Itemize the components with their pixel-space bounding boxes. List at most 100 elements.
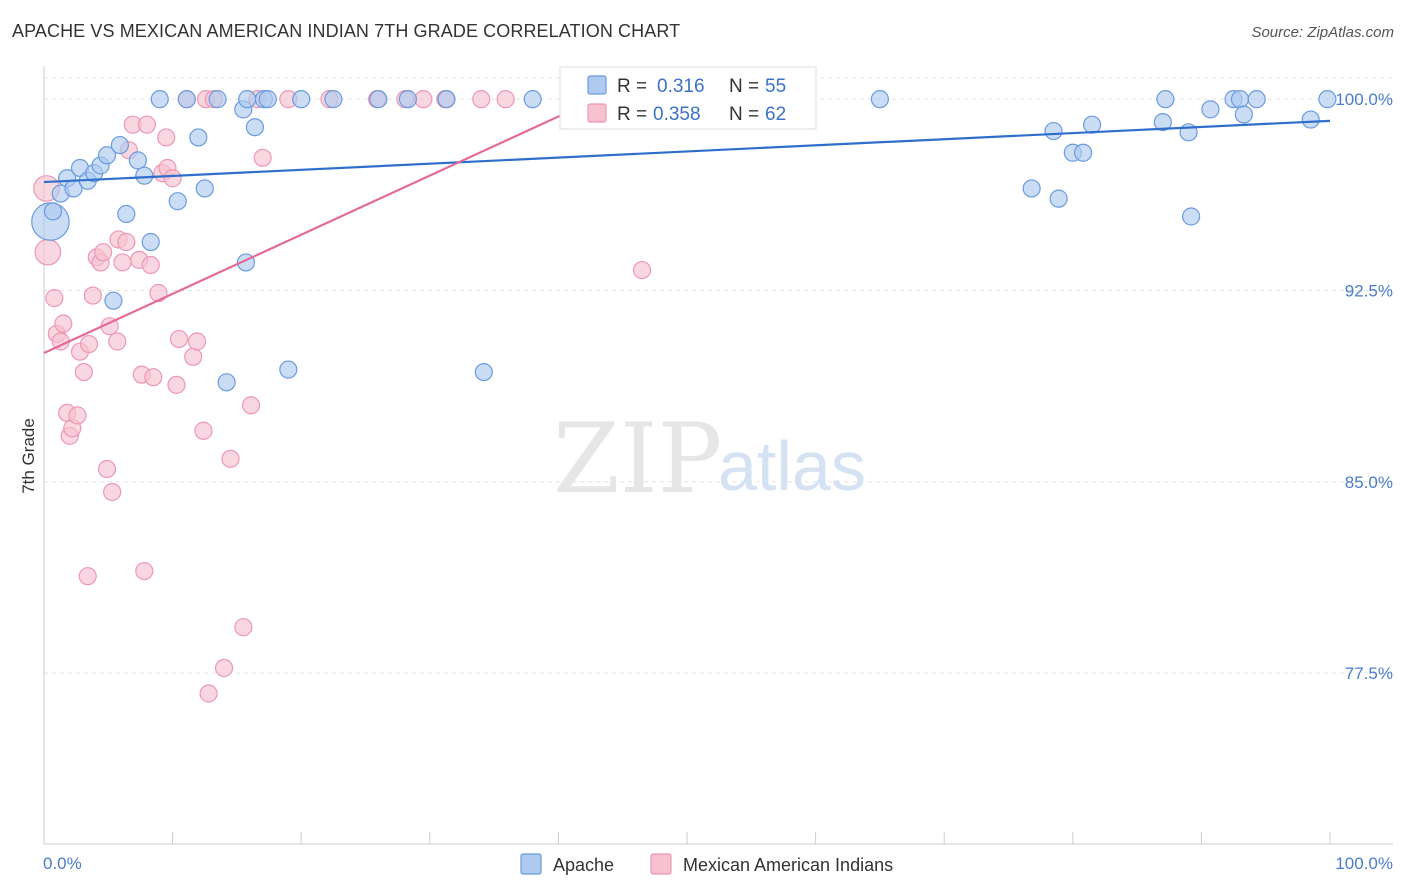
legend-apache-r-label: R = bbox=[617, 76, 647, 97]
apache-trend-line bbox=[43, 119, 1331, 184]
y-tick-label-2: 85.0% bbox=[1345, 473, 1393, 492]
apache-point-11 bbox=[117, 204, 136, 224]
mexican-point-11 bbox=[74, 362, 93, 382]
legend-mexican-n-label: N = bbox=[729, 104, 759, 125]
apache-point-53 bbox=[1301, 110, 1320, 129]
legend-apache-n-value: 55 bbox=[765, 76, 786, 97]
apache-point-20 bbox=[208, 90, 227, 109]
apache-point-26 bbox=[292, 90, 311, 109]
bottom-legend-apache-label: Apache bbox=[553, 855, 614, 875]
x-tick-label-max: 100.0% bbox=[1335, 854, 1393, 873]
legend-mexican-n-value: 62 bbox=[765, 104, 786, 125]
apache-point-10 bbox=[110, 135, 129, 155]
mexican-point-19 bbox=[103, 482, 122, 502]
mexican-point-38 bbox=[169, 329, 189, 349]
mexican-point-50 bbox=[199, 684, 218, 703]
legend-mexican-r-value: 0.358 bbox=[653, 104, 701, 125]
mexican-point-46 bbox=[221, 449, 240, 468]
apache-points bbox=[31, 90, 1337, 392]
apache-point-28 bbox=[369, 90, 388, 109]
apache-point-47 bbox=[1201, 100, 1220, 119]
mexican-point-49 bbox=[253, 148, 272, 167]
y-axis-tick-labels: 100.0% 92.5% 85.0% 77.5% bbox=[1335, 90, 1393, 683]
bottom-legend-apache-swatch bbox=[520, 853, 542, 875]
apache-point-35 bbox=[279, 360, 298, 379]
apache-point-50 bbox=[1234, 105, 1253, 124]
mexican-point-1 bbox=[34, 238, 62, 266]
y-tick-label-1: 92.5% bbox=[1345, 281, 1393, 300]
apache-point-25 bbox=[258, 90, 277, 109]
x-tick-label-min: 0.0% bbox=[43, 854, 82, 873]
apache-point-23 bbox=[245, 118, 265, 137]
mexican-point-40 bbox=[184, 347, 203, 366]
apache-point-12 bbox=[128, 151, 147, 170]
apache-point-30 bbox=[437, 90, 456, 109]
apache-point-9 bbox=[97, 146, 117, 165]
bottom-legend: Apache Mexican American Indians bbox=[520, 853, 893, 875]
apache-point-15 bbox=[150, 90, 169, 109]
apache-point-16 bbox=[177, 90, 196, 109]
y-axis-label: 7th Grade bbox=[19, 418, 38, 494]
apache-point-37 bbox=[870, 90, 890, 109]
apache-point-38 bbox=[1044, 121, 1063, 141]
apache-point-54 bbox=[1182, 207, 1201, 226]
mexican-point-22 bbox=[113, 253, 132, 272]
chart-title: APACHE VS MEXICAN AMERICAN INDIAN 7TH GR… bbox=[12, 21, 681, 41]
mexican-point-30 bbox=[141, 255, 160, 275]
mexican-point-58 bbox=[472, 90, 491, 109]
apache-point-31 bbox=[523, 90, 542, 109]
mexican-point-34 bbox=[157, 128, 176, 147]
apache-point-17 bbox=[168, 192, 187, 211]
mexican-point-51 bbox=[78, 567, 97, 586]
apache-point-49 bbox=[1230, 90, 1250, 109]
mexican-point-47 bbox=[234, 618, 253, 637]
mexican-point-45 bbox=[214, 658, 234, 678]
mexican-point-31 bbox=[144, 368, 163, 387]
mexican-point-56 bbox=[414, 90, 433, 109]
trend-lines bbox=[43, 100, 1331, 354]
apache-point-14 bbox=[141, 232, 160, 252]
apache-point-18 bbox=[189, 128, 208, 147]
mexican-point-59 bbox=[496, 90, 515, 109]
apache-point-27 bbox=[324, 90, 343, 109]
mexican-point-36 bbox=[163, 169, 182, 188]
watermark: ZIP atlas bbox=[553, 403, 866, 515]
mexican-point-42 bbox=[194, 421, 213, 440]
watermark-atlas: atlas bbox=[718, 427, 866, 505]
mexican-point-17 bbox=[97, 459, 117, 479]
apache-point-51 bbox=[1247, 90, 1266, 109]
apache-point-41 bbox=[1082, 115, 1102, 134]
source-credit: Source: ZipAtlas.com bbox=[1251, 24, 1394, 41]
legend-apache-swatch bbox=[587, 75, 607, 95]
apache-point-36 bbox=[474, 362, 493, 382]
mexican-point-20 bbox=[108, 332, 127, 351]
mexican-point-23 bbox=[117, 232, 136, 252]
watermark-zip: ZIP bbox=[553, 403, 722, 515]
apache-point-45 bbox=[1153, 113, 1172, 132]
mexican-point-37 bbox=[167, 375, 186, 394]
mexican-point-61 bbox=[632, 260, 652, 280]
legend-apache-n-label: N = bbox=[729, 76, 759, 97]
apache-point-29 bbox=[398, 90, 418, 109]
y-tick-label-0: 100.0% bbox=[1335, 90, 1393, 109]
apache-point-13 bbox=[135, 166, 154, 185]
apache-point-19 bbox=[195, 179, 214, 198]
legend-box: R = 0.316 N = 55 R = 0.358 N = 62 bbox=[559, 66, 817, 130]
mexican-point-29 bbox=[137, 115, 156, 134]
mexican-point-13 bbox=[83, 286, 102, 305]
apache-point-22 bbox=[238, 90, 257, 109]
apache-point-52 bbox=[1318, 90, 1337, 109]
mexican-point-41 bbox=[187, 332, 207, 351]
mexican-point-16 bbox=[94, 243, 113, 262]
legend-apache-r-value: 0.316 bbox=[657, 76, 705, 97]
legend-mexican-r-label: R = bbox=[617, 104, 647, 125]
mexican-point-2 bbox=[45, 289, 64, 308]
legend-mexican-swatch bbox=[587, 103, 607, 123]
grid-lines bbox=[44, 77, 1393, 674]
mexican-point-48 bbox=[241, 396, 261, 415]
mexican-point-12 bbox=[79, 334, 99, 354]
apache-point-40 bbox=[1073, 143, 1093, 162]
mexican-point-28 bbox=[135, 561, 154, 581]
mexican-trend-line bbox=[43, 100, 592, 354]
